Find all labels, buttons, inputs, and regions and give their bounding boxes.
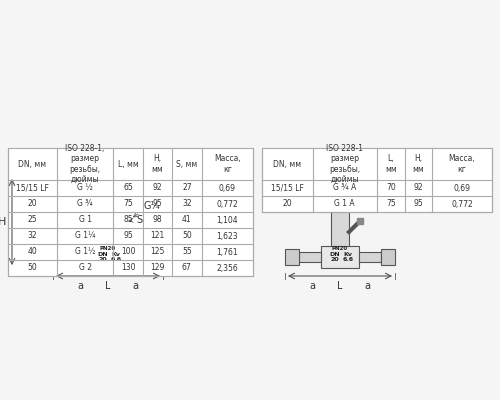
Bar: [359, 252, 381, 262]
Bar: [95, 196, 121, 211]
Bar: [89, 246, 127, 268]
Text: a: a: [132, 281, 138, 291]
Text: 55: 55: [182, 248, 192, 256]
Text: 95: 95: [123, 232, 133, 240]
Bar: [381, 249, 395, 265]
Text: 121: 121: [150, 232, 164, 240]
Text: G 2: G 2: [78, 264, 92, 272]
Text: 65: 65: [123, 184, 133, 192]
Text: G ¾: G ¾: [78, 200, 93, 208]
Bar: [93, 176, 123, 196]
Text: 20: 20: [28, 200, 38, 208]
Text: 95: 95: [414, 200, 424, 208]
Text: 40: 40: [28, 248, 38, 256]
Bar: [127, 252, 149, 262]
Text: Масса,
кг: Масса, кг: [448, 154, 475, 174]
Text: 70: 70: [386, 184, 396, 192]
Text: DN
20: DN 20: [98, 252, 108, 262]
Text: 27: 27: [182, 184, 192, 192]
Text: ISO 228-1,
размер
резьбы,
дюймы: ISO 228-1, размер резьбы, дюймы: [66, 144, 105, 184]
Text: L: L: [105, 281, 111, 291]
Text: 75: 75: [123, 200, 133, 208]
Text: 15/15 LF: 15/15 LF: [271, 184, 304, 192]
Text: 92: 92: [152, 184, 162, 192]
Bar: [321, 246, 359, 268]
Text: G ¾ A: G ¾ A: [333, 184, 356, 192]
Bar: [262, 148, 492, 212]
Text: L, мм: L, мм: [118, 160, 139, 168]
Text: 20: 20: [282, 200, 292, 208]
Text: G ½: G ½: [78, 184, 93, 192]
Text: 129: 129: [150, 264, 164, 272]
Bar: [325, 176, 355, 196]
Text: 100: 100: [121, 248, 136, 256]
Text: 41: 41: [182, 216, 192, 224]
Bar: [285, 249, 299, 265]
Text: Масса,
кг: Масса, кг: [214, 154, 240, 174]
Text: PN20: PN20: [100, 246, 116, 252]
Text: a: a: [78, 281, 84, 291]
Text: 85: 85: [123, 216, 133, 224]
Text: ISO 228-1
размер
резьбы,
дюймы: ISO 228-1 размер резьбы, дюймы: [326, 144, 364, 184]
Text: H: H: [0, 217, 6, 227]
Bar: [299, 252, 321, 262]
Text: 1,623: 1,623: [216, 232, 238, 240]
Bar: [327, 196, 353, 211]
Text: 25: 25: [28, 216, 38, 224]
Bar: [99, 211, 117, 246]
Text: 32: 32: [28, 232, 38, 240]
Text: 2,356: 2,356: [216, 264, 238, 272]
Bar: [331, 211, 349, 246]
Bar: [149, 249, 163, 265]
Text: 67: 67: [182, 264, 192, 272]
Text: 98: 98: [152, 216, 162, 224]
Text: 0,69: 0,69: [219, 184, 236, 192]
Text: DN, мм: DN, мм: [18, 160, 46, 168]
Text: G 1 A: G 1 A: [334, 200, 355, 208]
Bar: [53, 249, 67, 265]
Text: L: L: [337, 281, 343, 291]
Text: G 1½: G 1½: [75, 248, 96, 256]
Text: a: a: [310, 281, 316, 291]
Text: 50: 50: [28, 264, 38, 272]
Bar: [8, 148, 253, 276]
Text: G¹⁄₄: G¹⁄₄: [134, 201, 160, 217]
Bar: [67, 252, 89, 262]
Text: Kv
6.6: Kv 6.6: [342, 252, 353, 262]
Text: 15/15 LF: 15/15 LF: [16, 184, 49, 192]
Bar: [332, 183, 348, 192]
Bar: [100, 183, 116, 192]
Text: PN20: PN20: [332, 246, 348, 252]
Text: 1,761: 1,761: [216, 248, 238, 256]
Text: 1,104: 1,104: [216, 216, 238, 224]
Text: 0,772: 0,772: [451, 200, 473, 208]
Text: DN
20: DN 20: [330, 252, 340, 262]
Text: 50: 50: [182, 232, 192, 240]
Text: S, мм: S, мм: [176, 160, 198, 168]
Text: L,
мм: L, мм: [385, 154, 396, 174]
Text: 125: 125: [150, 248, 164, 256]
Text: H,
мм: H, мм: [412, 154, 424, 174]
Text: S: S: [129, 215, 142, 225]
Text: 92: 92: [414, 184, 423, 192]
Text: DN, мм: DN, мм: [273, 160, 302, 168]
Text: 32: 32: [182, 200, 192, 208]
Text: G 1¼: G 1¼: [75, 232, 96, 240]
Text: 75: 75: [386, 200, 396, 208]
Text: 0,772: 0,772: [216, 200, 238, 208]
Text: a: a: [364, 281, 370, 291]
Text: G 1: G 1: [78, 216, 92, 224]
Text: Kv
6.6: Kv 6.6: [110, 252, 122, 262]
Text: 130: 130: [121, 264, 136, 272]
Text: H,
мм: H, мм: [152, 154, 164, 174]
Text: 95: 95: [152, 200, 162, 208]
Text: 0,69: 0,69: [454, 184, 470, 192]
